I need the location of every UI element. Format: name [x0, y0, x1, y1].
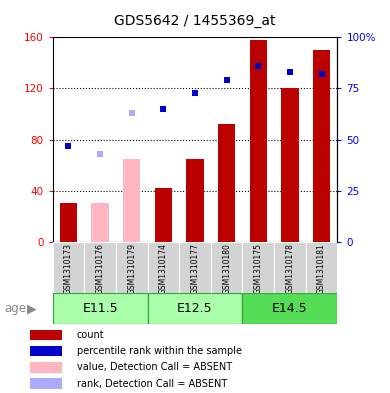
Bar	[155, 188, 172, 242]
Text: ▶: ▶	[27, 302, 36, 315]
Text: E14.5: E14.5	[272, 302, 308, 315]
Bar	[274, 242, 306, 293]
Text: GDS5642 / 1455369_at: GDS5642 / 1455369_at	[114, 14, 276, 28]
Bar	[30, 346, 62, 356]
Text: GSM1310181: GSM1310181	[317, 243, 326, 294]
Text: GSM1310174: GSM1310174	[159, 243, 168, 294]
Text: GSM1310177: GSM1310177	[190, 243, 200, 294]
Bar	[306, 242, 337, 293]
Bar	[30, 330, 62, 340]
Bar	[218, 124, 235, 242]
Bar	[186, 159, 204, 242]
Bar	[84, 242, 116, 293]
Text: rank, Detection Call = ABSENT: rank, Detection Call = ABSENT	[76, 378, 227, 389]
Bar	[211, 242, 243, 293]
Text: GSM1310175: GSM1310175	[254, 243, 263, 294]
Text: GSM1310178: GSM1310178	[285, 243, 294, 294]
Bar	[147, 242, 179, 293]
Bar	[30, 378, 62, 389]
Bar	[281, 88, 299, 242]
Text: E11.5: E11.5	[82, 302, 118, 315]
Bar	[30, 362, 62, 373]
Bar	[53, 293, 147, 324]
Bar	[123, 159, 140, 242]
Bar	[313, 50, 330, 242]
Text: GSM1310179: GSM1310179	[127, 243, 136, 294]
Bar	[53, 242, 84, 293]
Text: value, Detection Call = ABSENT: value, Detection Call = ABSENT	[76, 362, 232, 373]
Text: age: age	[4, 302, 26, 315]
Bar	[179, 242, 211, 293]
Text: GSM1310176: GSM1310176	[96, 243, 105, 294]
Bar	[116, 242, 147, 293]
Bar	[243, 242, 274, 293]
Bar	[250, 40, 267, 242]
Text: GSM1310173: GSM1310173	[64, 243, 73, 294]
Text: count: count	[76, 330, 104, 340]
Text: E12.5: E12.5	[177, 302, 213, 315]
Bar	[91, 203, 109, 242]
Text: GSM1310180: GSM1310180	[222, 243, 231, 294]
Bar	[60, 203, 77, 242]
Bar	[147, 293, 243, 324]
Text: percentile rank within the sample: percentile rank within the sample	[76, 346, 241, 356]
Bar	[243, 293, 337, 324]
